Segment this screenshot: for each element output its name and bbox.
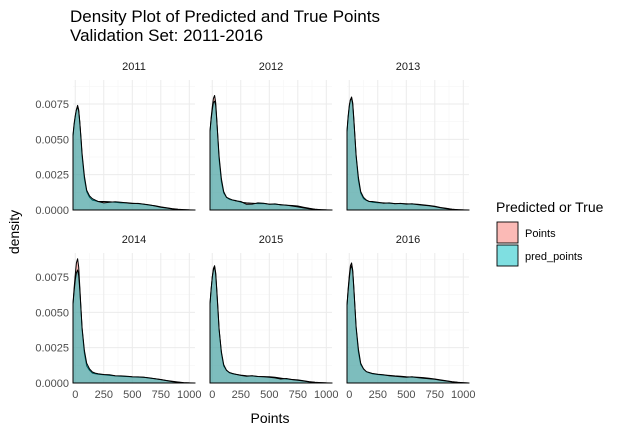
- facet-strip-label: 2016: [396, 234, 420, 246]
- y-tick-label: 0.0075: [35, 272, 69, 284]
- density-area-pred-points: [72, 269, 196, 384]
- x-tick-label: 1000: [177, 389, 201, 401]
- chart-subtitle: Validation Set: 2011-2016: [70, 26, 263, 45]
- panel-background: [73, 253, 195, 383]
- density-area-pred-points: [72, 106, 196, 211]
- legend-swatch-pred-points: [496, 244, 519, 267]
- x-tick-label: 1000: [451, 389, 475, 401]
- density-area-pred-points: [209, 100, 333, 211]
- legend-swatch-points: [496, 221, 519, 244]
- density-area-pred-points: [346, 265, 470, 384]
- y-tick-label: 0.0025: [35, 170, 69, 182]
- panel-2015: 2015 0 250 500 750 1000: [209, 234, 338, 401]
- chart-title: Density Plot of Predicted and True Point…: [70, 7, 380, 26]
- panel-2012: 2012: [209, 61, 333, 211]
- x-tick-label: 0: [209, 389, 215, 401]
- panel-background: [347, 253, 469, 383]
- panel-2016: 2016 0 250 500 750 1000: [346, 234, 475, 401]
- legend-label-points: Points: [525, 228, 556, 240]
- y-tick-label: 0.0025: [35, 343, 69, 355]
- x-tick-label: 750: [289, 389, 307, 401]
- x-tick-label: 0: [346, 389, 352, 401]
- facet-strip-label: 2012: [259, 61, 283, 73]
- facet-strip-label: 2013: [396, 61, 420, 73]
- y-tick-label: 0.0000: [35, 378, 69, 390]
- panel-background: [347, 80, 469, 210]
- panel-background: [210, 253, 332, 383]
- density-area-pred-points: [209, 266, 333, 384]
- legend-label-pred-points: pred_points: [525, 251, 583, 263]
- y-tick-label: 0.0075: [35, 99, 69, 111]
- panel-2013: 2013: [346, 61, 470, 211]
- x-tick-label: 750: [152, 389, 170, 401]
- facet-strip-label: 2011: [122, 61, 146, 73]
- panel-background: [210, 80, 332, 210]
- facet-panels: 2011 0.0000 0.0025 0.0050 0.0075 2012 2013 2014…: [35, 61, 475, 401]
- x-tick-label: 250: [369, 389, 387, 401]
- legend-title: Predicted or True: [496, 199, 604, 215]
- panel-2014: 2014 0.0000 0.0025 0.0050 0.0075 0 250 500 750 10…: [35, 234, 201, 401]
- y-tick-label: 0.0050: [35, 307, 69, 319]
- x-tick-label: 250: [95, 389, 113, 401]
- x-tick-label: 1000: [314, 389, 338, 401]
- x-tick-label: 500: [397, 389, 415, 401]
- facet-strip-label: 2015: [259, 234, 283, 246]
- x-axis-title: Points: [251, 410, 290, 426]
- x-tick-label: 750: [426, 389, 444, 401]
- x-tick-label: 500: [260, 389, 278, 401]
- density-area-pred-points: [346, 97, 470, 211]
- panel-background: [73, 80, 195, 210]
- y-tick-label: 0.0000: [35, 205, 69, 217]
- x-tick-label: 0: [72, 389, 78, 401]
- y-tick-label: 0.0050: [35, 134, 69, 146]
- panel-2011: 2011 0.0000 0.0025 0.0050 0.0075: [35, 61, 196, 217]
- x-tick-label: 250: [232, 389, 250, 401]
- x-tick-label: 500: [123, 389, 141, 401]
- y-axis-title: density: [6, 210, 22, 254]
- facet-strip-label: 2014: [122, 234, 146, 246]
- legend: Predicted or True Points pred_points: [496, 199, 604, 267]
